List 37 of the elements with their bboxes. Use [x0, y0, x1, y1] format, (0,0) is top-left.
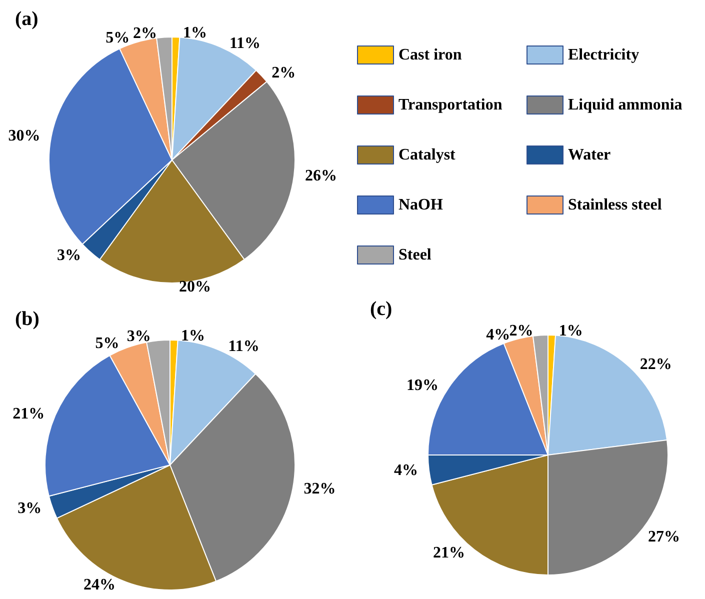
data-label: 2%: [509, 322, 534, 340]
data-label: 20%: [179, 278, 211, 296]
chart-title: (b): [15, 308, 40, 330]
legend-label: Cast iron: [398, 46, 462, 64]
chart-title: (a): [15, 8, 38, 30]
legend-label: Liquid ammonia: [568, 96, 682, 114]
data-label: 21%: [12, 405, 45, 422]
legend-label: Water: [568, 146, 611, 164]
data-label: 26%: [305, 167, 337, 184]
data-label: 3%: [18, 500, 42, 518]
chart-title: (c): [370, 298, 392, 320]
data-label: 19%: [406, 376, 438, 394]
data-label: 5%: [106, 30, 130, 47]
data-label: 4%: [394, 462, 418, 480]
data-label: 1%: [558, 322, 583, 340]
data-label: 27%: [648, 528, 680, 546]
data-label: 3%: [126, 328, 151, 346]
legend-label: NaOH: [398, 196, 444, 214]
legend-label: Steel: [398, 246, 432, 264]
data-label: 4%: [486, 326, 510, 344]
data-label: 2%: [272, 64, 296, 82]
data-label: 5%: [95, 335, 120, 352]
data-label: 2%: [133, 24, 158, 42]
data-label: 24%: [84, 576, 116, 594]
data-label: 30%: [8, 128, 40, 145]
data-label: 1%: [181, 328, 206, 345]
legend-label: Transportation: [398, 96, 502, 114]
data-label: 3%: [57, 246, 82, 264]
data-label: 32%: [304, 480, 336, 498]
legend-label: Stainless steel: [568, 196, 662, 214]
data-label: 22%: [640, 356, 672, 374]
legend-label: Electricity: [568, 46, 640, 64]
legend-label: Catalyst: [398, 146, 456, 164]
data-label: 11%: [229, 34, 261, 52]
data-label: 1%: [182, 24, 207, 42]
data-label: 21%: [433, 544, 465, 562]
data-label: 11%: [228, 338, 260, 356]
